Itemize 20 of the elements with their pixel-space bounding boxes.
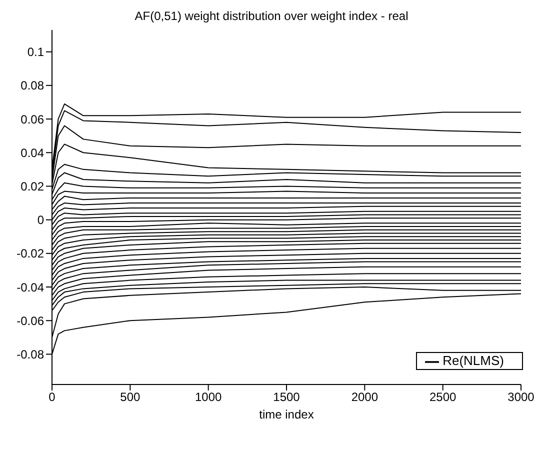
x-tick-label: 2500 [429,390,457,404]
x-tick-label: 0 [48,390,56,404]
y-tick-label: 0.1 [27,45,44,60]
x-tick-label: 1500 [273,390,300,404]
y-tick-label: 0 [37,213,44,228]
y-tick-label: 0.06 [20,112,44,126]
x-tick-label: 1000 [194,390,222,404]
y-tick-label: -0.08 [16,347,44,362]
chart-title: AF(0,51) weight distribution over weight index - real [134,8,410,25]
legend-label: Re(NLMS) [442,353,504,368]
x-tick-label: 2000 [351,390,378,404]
y-tick-label: 0.02 [20,179,44,194]
y-tick-label: 0.08 [20,78,44,93]
y-tick-label: 0.04 [20,146,44,160]
y-tick-label: -0.06 [16,314,44,328]
x-axis-title: time index [259,407,314,422]
y-tick-label: -0.02 [16,246,44,261]
x-tick-label: 500 [120,390,140,404]
y-tick-label: -0.04 [16,280,44,294]
x-tick-label: 3000 [508,390,535,404]
